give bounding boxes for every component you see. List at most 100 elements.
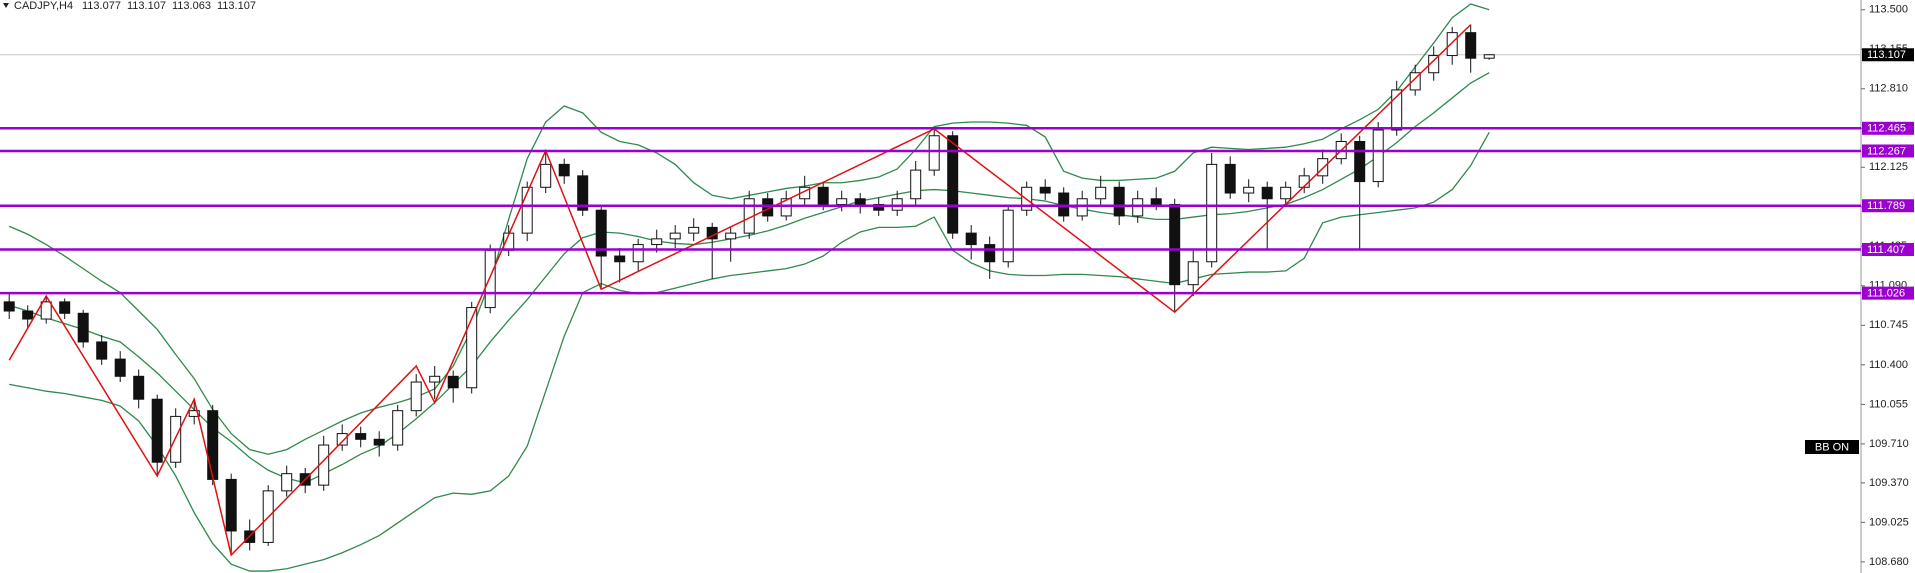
candle-body [151,398,163,463]
header-value: 113.077 [82,0,121,12]
candle-body [1483,54,1495,59]
candle-body [873,203,885,211]
candle-body [1002,209,1014,263]
candle-body [77,312,89,343]
candle-body [484,249,496,309]
level-label: 112.267 [1867,145,1906,157]
candle-body [891,198,903,211]
candle-body [1169,203,1181,286]
candle-body [1224,163,1236,194]
candle-body [281,473,293,492]
candle-body [133,375,145,400]
candle-body [595,209,607,257]
candle-body [558,163,570,177]
indicator-badge: BB ON [1815,441,1849,453]
candle-body [1206,163,1218,263]
level-label-bg [1862,144,1914,158]
candle-body [114,358,126,377]
candle-body [725,232,737,240]
candle-body [780,198,792,217]
candle-body [1280,186,1292,200]
candle-body [1446,32,1458,57]
level-label: 111.407 [1867,244,1905,256]
bollinger-middle [9,72,1490,484]
candle-body [1243,186,1255,194]
candle-body [1187,261,1199,286]
candle-body [429,375,441,383]
last-price-label: 113.107 [1867,49,1906,61]
candle-body [817,186,829,205]
candle-body [1428,55,1440,74]
candle-body [836,198,848,205]
candle-body [373,438,385,446]
candle-body [632,244,644,263]
candle-body [1076,198,1088,217]
level-label-bg [1862,121,1914,135]
candle-body [688,226,700,234]
candle-body [392,410,404,446]
y-tick-label: 112.810 [1869,83,1908,95]
candle-body [40,301,52,320]
candle-body [1354,140,1366,183]
candle-body [669,232,681,240]
candle-body [1058,192,1070,217]
candle-body [1409,72,1421,91]
candle-body [466,307,478,389]
candle-body [1372,129,1384,183]
candle-body [22,310,34,320]
candle-body [410,381,422,412]
level-label-bg [1862,199,1914,213]
y-tick-label: 112.125 [1869,161,1908,173]
header-value: 113.107 [127,0,166,12]
candle-body [207,410,219,480]
indicator-badge-bg [1805,440,1859,454]
candle-body [928,135,940,171]
level-label: 112.465 [1867,123,1906,135]
candle-body [984,244,996,263]
candle-body [965,232,977,246]
candle-body [540,163,552,188]
candle-body [854,198,866,205]
symbol-title: CADJPY,H4 [14,0,73,12]
candle-body [355,433,367,440]
y-tick-label: 113.500 [1869,4,1908,16]
candle-body [651,238,663,246]
level-label-bg [1862,286,1914,300]
y-tick-label: 108.680 [1869,556,1909,568]
zigzag-line [8,24,1472,557]
collapse-icon[interactable] [3,3,9,8]
candle-body [1391,89,1403,131]
candle-body [1465,32,1477,59]
candle-body [1317,158,1329,177]
candle-body [1261,186,1273,200]
y-tick-label: 110.055 [1869,398,1908,410]
candle-body [1150,198,1162,205]
candle-body [521,186,533,234]
candle-body [96,341,108,360]
candle-body [3,301,15,312]
candle-body [188,410,200,417]
candle-body [614,255,626,263]
candle-body [447,375,459,389]
candle-body [1095,186,1107,200]
level-label-bg [1862,242,1914,256]
candle-body [225,478,237,532]
y-tick-label: 109.710 [1869,438,1909,450]
y-tick-label: 109.370 [1869,477,1909,489]
candle-body [947,135,959,234]
candle-body [577,175,589,211]
header-value: 113.107 [217,0,256,12]
header-value: 113.063 [172,0,211,12]
last-price-bg [1862,48,1914,62]
candle-body [910,169,922,200]
bollinger-lower [9,131,1490,572]
level-label: 111.789 [1867,200,1905,212]
candle-body [1132,198,1144,217]
candle-body [1039,186,1051,194]
candle-body [1113,186,1125,217]
level-label: 111.026 [1867,288,1905,300]
y-tick-label: 109.025 [1869,516,1909,528]
y-tick-label: 110.400 [1869,359,1908,371]
y-tick-label: 110.745 [1869,319,1908,331]
